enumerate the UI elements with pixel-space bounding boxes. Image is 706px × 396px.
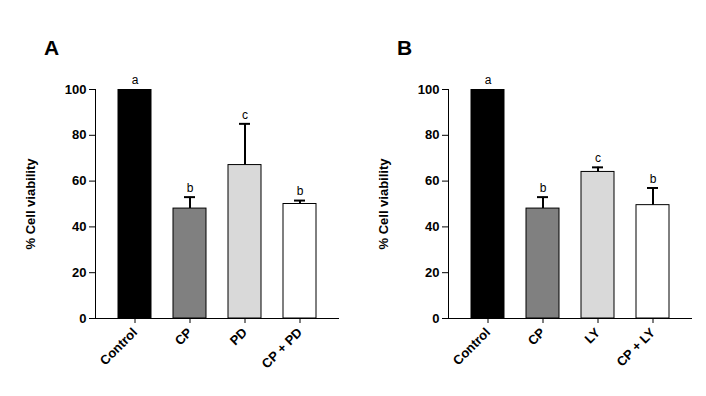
svg-text:b: b — [540, 181, 547, 195]
svg-text:80: 80 — [425, 127, 439, 142]
svg-text:a: a — [485, 73, 492, 87]
svg-text:b: b — [650, 172, 657, 186]
svg-text:PD: PD — [227, 325, 250, 348]
svg-text:0: 0 — [432, 311, 439, 326]
svg-text:100: 100 — [418, 82, 440, 97]
svg-text:b: b — [297, 184, 304, 198]
svg-text:80: 80 — [72, 127, 86, 142]
html-text:B: B — [397, 36, 413, 59]
svg-text:60: 60 — [425, 173, 439, 188]
svg-text:40: 40 — [72, 219, 86, 234]
svg-text:20: 20 — [425, 265, 439, 280]
svg-text:Control: Control — [450, 325, 493, 368]
svg-text:CP + LY: CP + LY — [613, 325, 658, 370]
svg-text:b: b — [187, 181, 194, 195]
svg-text:c: c — [242, 108, 248, 122]
svg-text:LY: LY — [582, 325, 604, 347]
svg-text:% Cell viability: % Cell viability — [376, 158, 391, 250]
svg-text:CP: CP — [525, 325, 549, 349]
svg-text:% Cell viability: % Cell viability — [23, 158, 38, 250]
svg-text:100: 100 — [65, 82, 87, 97]
svg-text:CP + PD: CP + PD — [259, 325, 305, 371]
svg-text:CP: CP — [172, 325, 196, 349]
svg-text:Control: Control — [97, 325, 140, 368]
svg-text:c: c — [595, 151, 601, 165]
svg-text:0: 0 — [79, 311, 86, 326]
svg-text:20: 20 — [72, 265, 86, 280]
html-text:A: A — [44, 36, 60, 59]
svg-text:40: 40 — [425, 219, 439, 234]
svg-text:a: a — [132, 73, 139, 87]
svg-text:60: 60 — [72, 173, 86, 188]
